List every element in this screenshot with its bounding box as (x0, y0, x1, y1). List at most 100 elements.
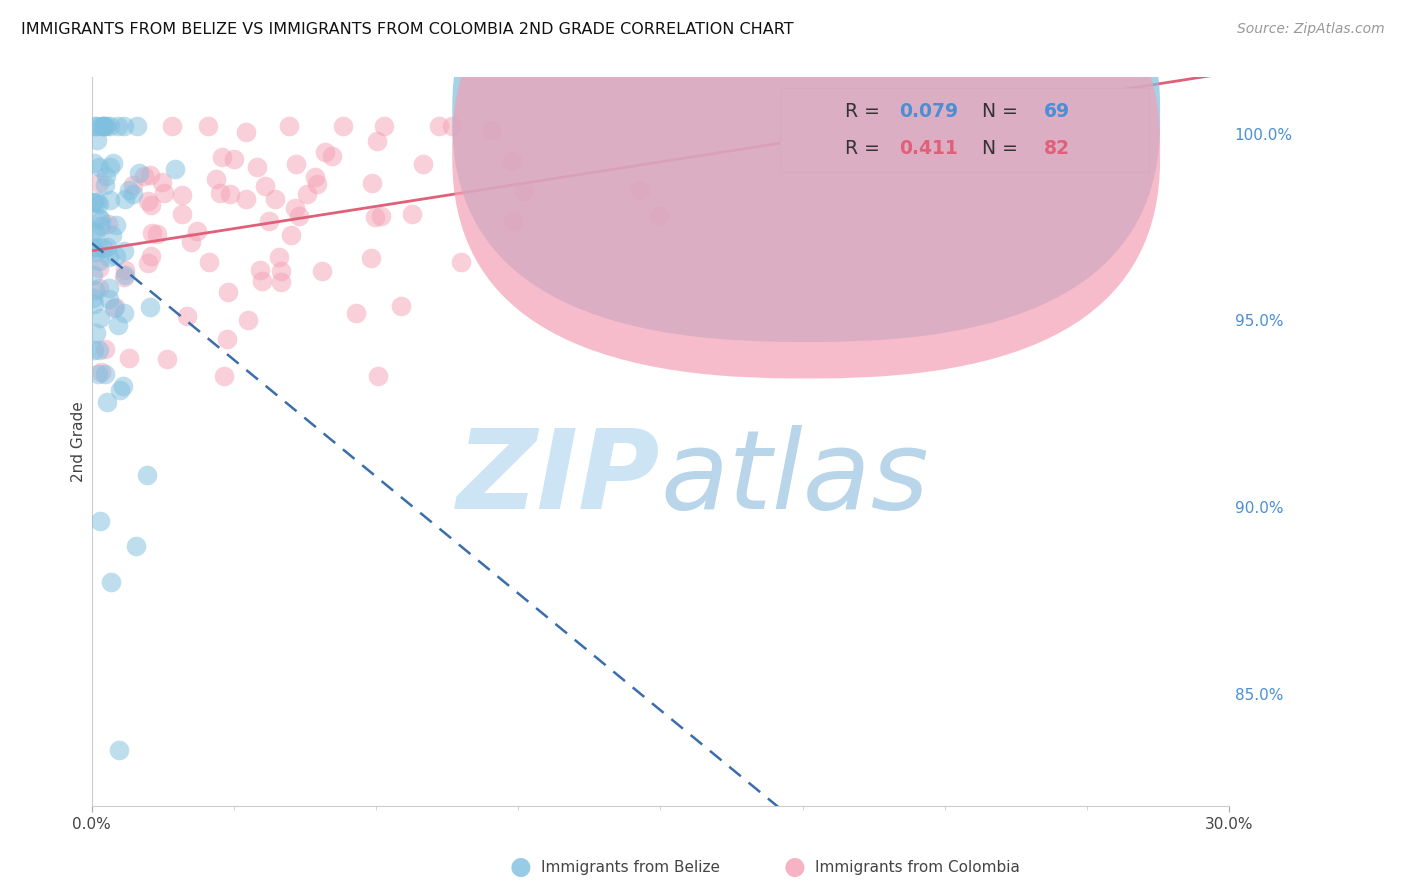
Point (86, 133, 108, 147)
Point (235, 193, 257, 207)
Text: atlas: atlas (661, 425, 929, 532)
Point (513, 184, 536, 198)
Bar (780, 88, 1150, 172)
Text: R =: R = (845, 138, 886, 158)
Point (373, 119, 395, 133)
Point (97, 281, 120, 295)
Point (128, 166, 150, 180)
Point (83, 156, 105, 170)
Point (209, 186, 232, 200)
Point (253, 179, 276, 194)
Point (307, 178, 329, 192)
Point (267, 250, 290, 264)
Point (100, 194, 122, 208)
Point (98, 250, 121, 264)
Point (117, 183, 139, 197)
Point (112, 244, 135, 258)
FancyBboxPatch shape (453, 0, 1160, 342)
Point (321, 149, 343, 163)
Point (83, 225, 105, 239)
Point (150, 175, 173, 189)
Point (370, 209, 392, 223)
Point (87, 343, 110, 358)
Point (82, 268, 104, 283)
Y-axis label: 2nd Grade: 2nd Grade (72, 401, 86, 483)
Point (89, 281, 111, 295)
Point (103, 301, 125, 315)
Point (360, 176, 382, 190)
Point (112, 119, 135, 133)
Point (648, 210, 671, 224)
Point (87, 367, 110, 381)
Point (82, 292, 104, 306)
Point (401, 207, 423, 221)
Point (217, 285, 239, 299)
Point (427, 119, 450, 133)
Point (412, 157, 434, 171)
Point (314, 145, 336, 159)
Point (249, 263, 271, 277)
Point (217, 332, 239, 346)
Point (277, 119, 299, 133)
Point (86, 195, 108, 210)
Point (83, 284, 105, 298)
Point (94, 169, 117, 184)
Point (89, 311, 111, 326)
Text: 0.079: 0.079 (900, 103, 959, 121)
Point (105, 249, 128, 263)
Point (344, 306, 367, 320)
Point (98, 292, 121, 306)
Point (108, 743, 131, 757)
Point (197, 119, 219, 133)
Point (87, 253, 110, 268)
Point (222, 152, 245, 166)
Text: 69: 69 (1043, 103, 1070, 121)
Point (132, 169, 155, 184)
Point (104, 218, 127, 232)
Point (264, 192, 287, 206)
Point (156, 351, 179, 366)
Point (84, 119, 107, 133)
Point (219, 187, 242, 202)
Point (138, 194, 160, 208)
Point (139, 249, 162, 263)
Point (311, 264, 333, 278)
Point (87, 211, 110, 226)
Text: N =: N = (970, 138, 1024, 158)
Point (440, 119, 463, 133)
Point (83, 343, 105, 357)
Point (87, 240, 110, 254)
Point (84, 244, 107, 259)
Point (89, 197, 111, 211)
Point (160, 119, 183, 133)
Point (139, 300, 162, 314)
Point (246, 161, 269, 175)
Point (84, 119, 107, 133)
Point (450, 254, 472, 268)
Point (82, 225, 104, 239)
Point (389, 299, 412, 313)
Point (84, 326, 107, 341)
Point (135, 468, 157, 483)
Text: Source: ZipAtlas.com: Source: ZipAtlas.com (1237, 22, 1385, 37)
Point (367, 369, 389, 384)
Text: 0.411: 0.411 (900, 138, 957, 158)
Point (83, 194, 105, 209)
Point (89, 160, 111, 174)
Point (502, 214, 524, 228)
Point (100, 228, 122, 243)
Point (211, 150, 233, 164)
Point (139, 197, 162, 211)
Point (297, 186, 319, 201)
Point (236, 313, 259, 327)
Point (112, 269, 135, 284)
FancyBboxPatch shape (453, 0, 1160, 378)
Point (98, 119, 121, 133)
Point (366, 134, 388, 148)
Point (89, 514, 111, 528)
Point (153, 186, 176, 200)
Point (121, 178, 143, 193)
Point (82, 241, 104, 255)
Point (100, 574, 122, 589)
Point (501, 153, 523, 168)
